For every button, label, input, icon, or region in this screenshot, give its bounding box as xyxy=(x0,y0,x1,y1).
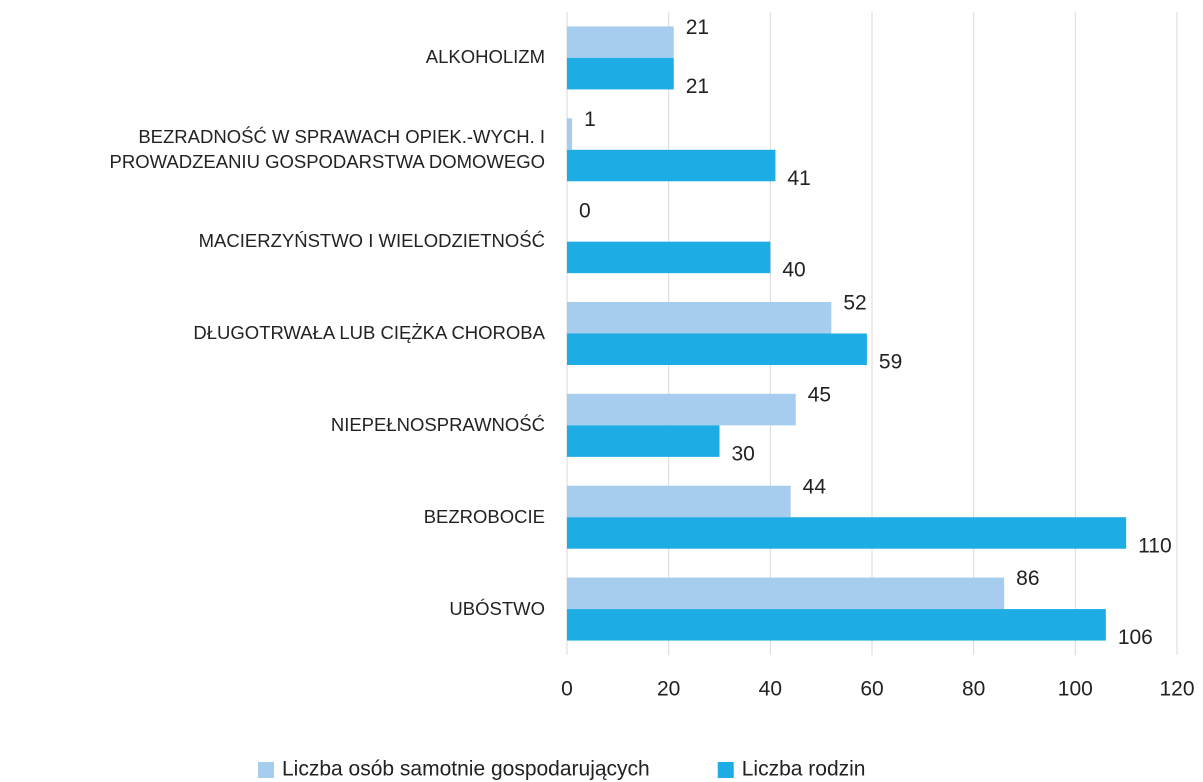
y-tick-label: UBÓSTWO xyxy=(449,597,545,619)
legend-swatch xyxy=(717,762,734,778)
y-tick-label: MACIERZYŃSTWO I WIELODZIETNOŚĆ xyxy=(198,230,545,252)
bar xyxy=(567,302,832,334)
bar xyxy=(567,393,796,426)
x-tick-label: 120 xyxy=(1159,678,1194,701)
bar xyxy=(567,118,573,150)
data-label: 52 xyxy=(843,292,866,315)
bar xyxy=(567,26,674,58)
legend-label: Liczba osób samotnie gospodarujących xyxy=(282,758,650,781)
y-tick-label: BEZROBOCIE xyxy=(423,505,545,527)
legend-swatch xyxy=(258,762,274,778)
category-label: NIEPEŁNOSPRAWNOŚĆ xyxy=(330,413,545,435)
data-label: 21 xyxy=(686,75,709,98)
bar xyxy=(567,485,791,518)
x-tick-label: 40 xyxy=(759,678,782,701)
x-tick-label: 20 xyxy=(657,678,680,701)
category-label: DŁUGOTRWAŁA LUB CIĘŻKA CHOROBA xyxy=(193,322,545,344)
category-label: ALKOHOLIZM xyxy=(425,46,545,68)
data-label: 59 xyxy=(879,351,902,374)
x-tick-label: 60 xyxy=(860,678,883,701)
data-label: 40 xyxy=(782,259,805,282)
data-label: 110 xyxy=(1138,534,1171,557)
x-tick-label: 0 xyxy=(561,678,573,701)
category-label: BEZROBOCIE xyxy=(423,505,545,527)
bar xyxy=(567,149,776,182)
data-label: 41 xyxy=(787,167,810,190)
legend-label: Liczba rodzin xyxy=(742,758,866,781)
data-label: 86 xyxy=(1016,567,1039,590)
category-label: BEZRADNOŚĆ W SPRAWACH OPIEK.-WYCH. I PRO… xyxy=(109,125,545,172)
data-label: 106 xyxy=(1118,626,1153,649)
data-label: 44 xyxy=(803,475,827,498)
bar xyxy=(567,333,867,365)
data-label: 21 xyxy=(686,16,709,39)
x-tick-label: 80 xyxy=(962,678,985,701)
bar xyxy=(567,577,1005,610)
data-label: 30 xyxy=(732,442,755,465)
y-tick-label: DŁUGOTRWAŁA LUB CIĘŻKA CHOROBA xyxy=(193,322,545,344)
data-label: 45 xyxy=(808,383,831,406)
bar xyxy=(567,517,1127,549)
bar xyxy=(567,57,674,90)
y-tick-label: ALKOHOLIZM xyxy=(425,46,545,68)
bar xyxy=(567,241,771,274)
bar xyxy=(567,609,1106,641)
x-tick-label: 100 xyxy=(1058,678,1093,701)
bar xyxy=(567,425,720,457)
y-tick-label: NIEPEŁNOSPRAWNOŚĆ xyxy=(330,413,545,435)
data-label: 0 xyxy=(579,200,591,223)
category-label: UBÓSTWO xyxy=(449,597,545,619)
data-label: 1 xyxy=(584,108,596,131)
category-label: MACIERZYŃSTWO I WIELODZIETNOŚĆ xyxy=(198,230,545,252)
y-tick-label: BEZRADNOŚĆ W SPRAWACH OPIEK.-WYCH. I PRO… xyxy=(109,125,545,172)
